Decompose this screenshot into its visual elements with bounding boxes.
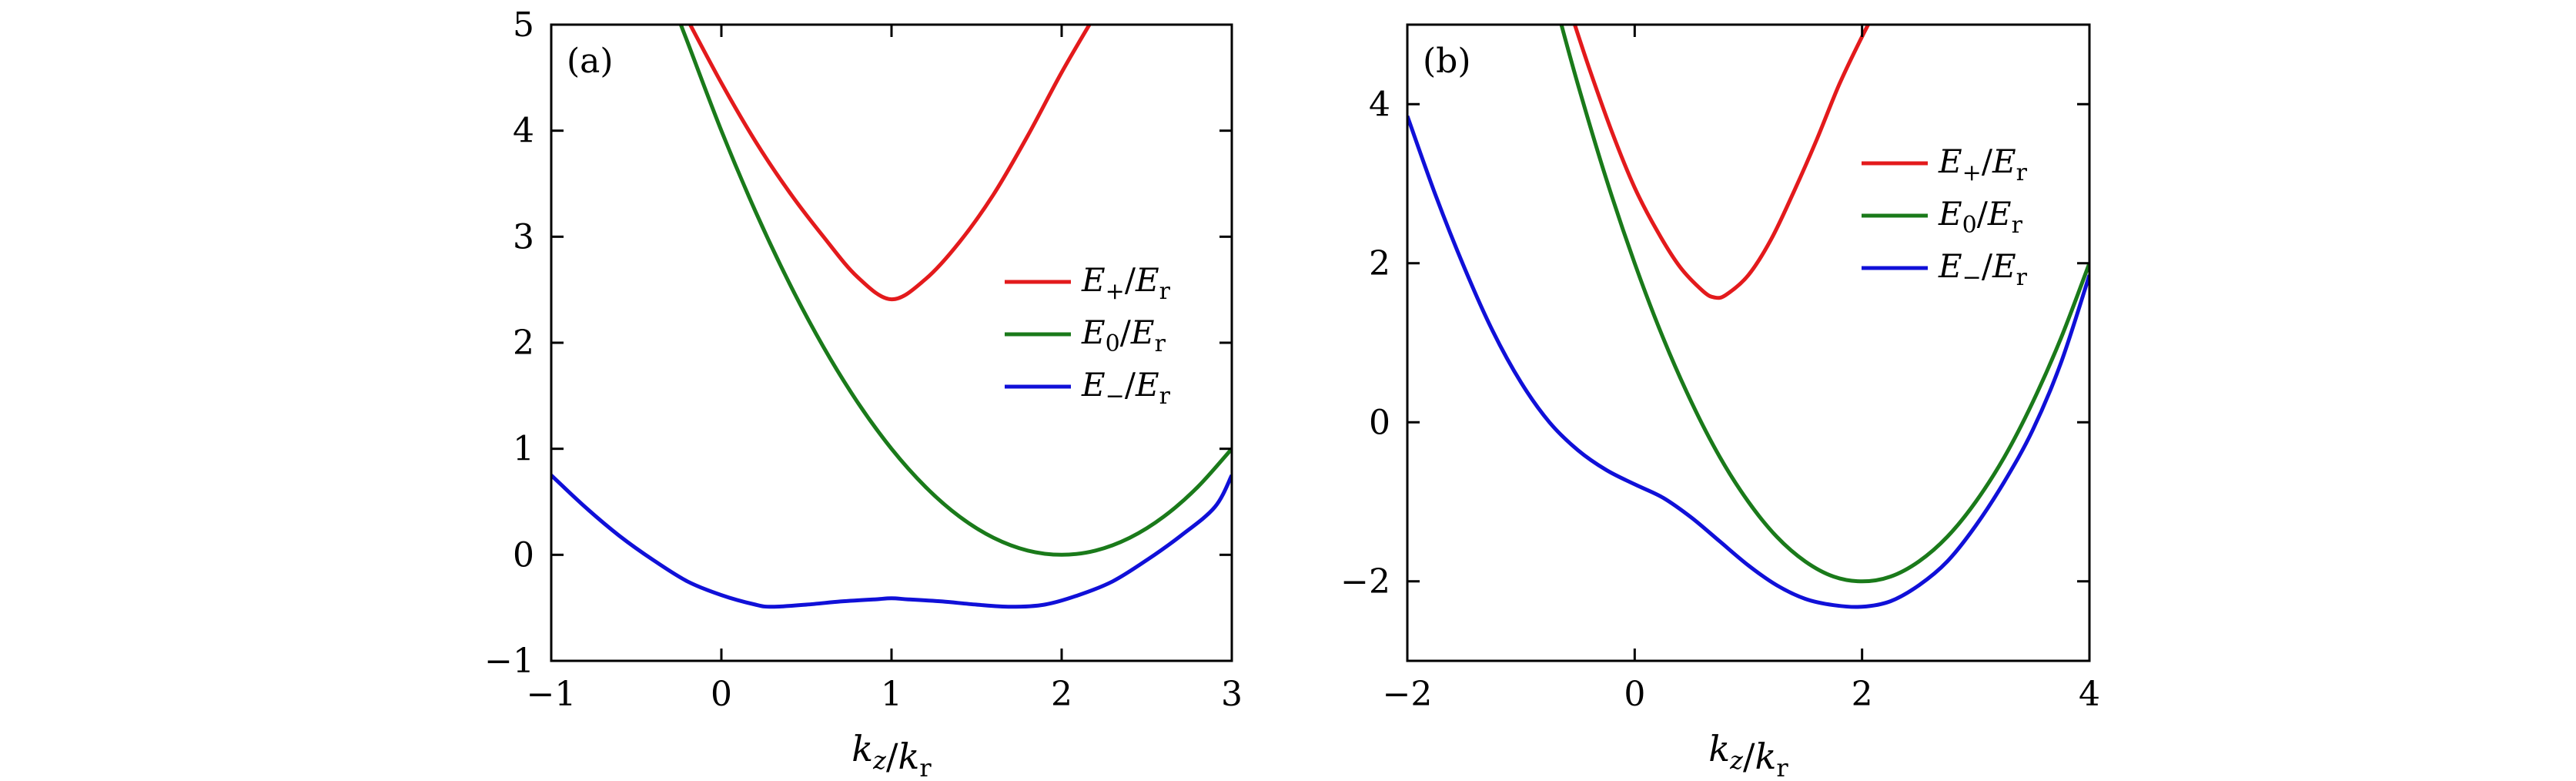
legend-label-0: E+/Er bbox=[1938, 142, 2028, 186]
y-tick-label: −1 bbox=[484, 642, 534, 681]
series-line-2 bbox=[1407, 115, 2089, 609]
y-tick-label: 0 bbox=[513, 535, 534, 575]
y-tick-label: 2 bbox=[1369, 244, 1390, 283]
y-tick-label: −2 bbox=[1340, 562, 1390, 602]
y-tick-label: 4 bbox=[513, 112, 534, 151]
plot-frame bbox=[1406, 23, 2091, 662]
series-group bbox=[1407, 25, 2089, 609]
x-tick-label: 0 bbox=[711, 675, 732, 714]
series-line-2 bbox=[551, 474, 1232, 609]
legend: E+/Er E0/Er E−/Er bbox=[1862, 142, 2028, 291]
panel-label: (a) bbox=[567, 42, 614, 81]
y-tick-label: 4 bbox=[1369, 85, 1390, 124]
x-tick-label: 4 bbox=[2079, 675, 2100, 714]
x-axis-title: kz/kr bbox=[851, 728, 932, 781]
series-line-1 bbox=[678, 25, 1232, 557]
panel-b-plot: −2 0 2 4 −2 0 2 4 (b) kz/kr E+/Er E0/Er E−/Er bbox=[1340, 23, 2100, 781]
legend-label-2: E−/Er bbox=[1081, 366, 1171, 410]
y-tick-label: 2 bbox=[513, 323, 534, 363]
x-tick-label: 2 bbox=[1852, 675, 1873, 714]
x-tick-label: 0 bbox=[1624, 675, 1645, 714]
y-tick-label: 5 bbox=[513, 5, 534, 45]
panel-label: (b) bbox=[1423, 42, 1471, 81]
y-tick-label: 0 bbox=[1369, 403, 1390, 442]
x-tick-label: −1 bbox=[527, 675, 577, 714]
y-tick-label: 1 bbox=[513, 430, 534, 469]
legend-label-2: E−/Er bbox=[1938, 247, 2028, 291]
panel-a-plot: −1 0 1 2 3 −1 0 1 2 3 4 5 (a) kz/kr E+/Er E0/Er E−/Er bbox=[484, 5, 1243, 781]
legend-label-1: E0/Er bbox=[1938, 195, 2023, 239]
legend: E+/Er E0/Er E−/Er bbox=[1005, 261, 1171, 410]
legend-label-1: E0/Er bbox=[1081, 313, 1166, 357]
x-axis-title: kz/kr bbox=[1708, 728, 1788, 781]
series-line-0 bbox=[687, 25, 1092, 302]
x-tick-label: 2 bbox=[1051, 675, 1072, 714]
legend-label-0: E+/Er bbox=[1081, 261, 1171, 305]
x-tick-label: 1 bbox=[881, 675, 902, 714]
series-line-0 bbox=[1572, 25, 1871, 300]
series-line-1 bbox=[1559, 25, 2089, 584]
x-tick-label: −2 bbox=[1383, 675, 1433, 714]
x-tick-label: 3 bbox=[1221, 675, 1243, 714]
y-tick-label: 3 bbox=[513, 217, 534, 256]
series-group bbox=[551, 25, 1232, 609]
